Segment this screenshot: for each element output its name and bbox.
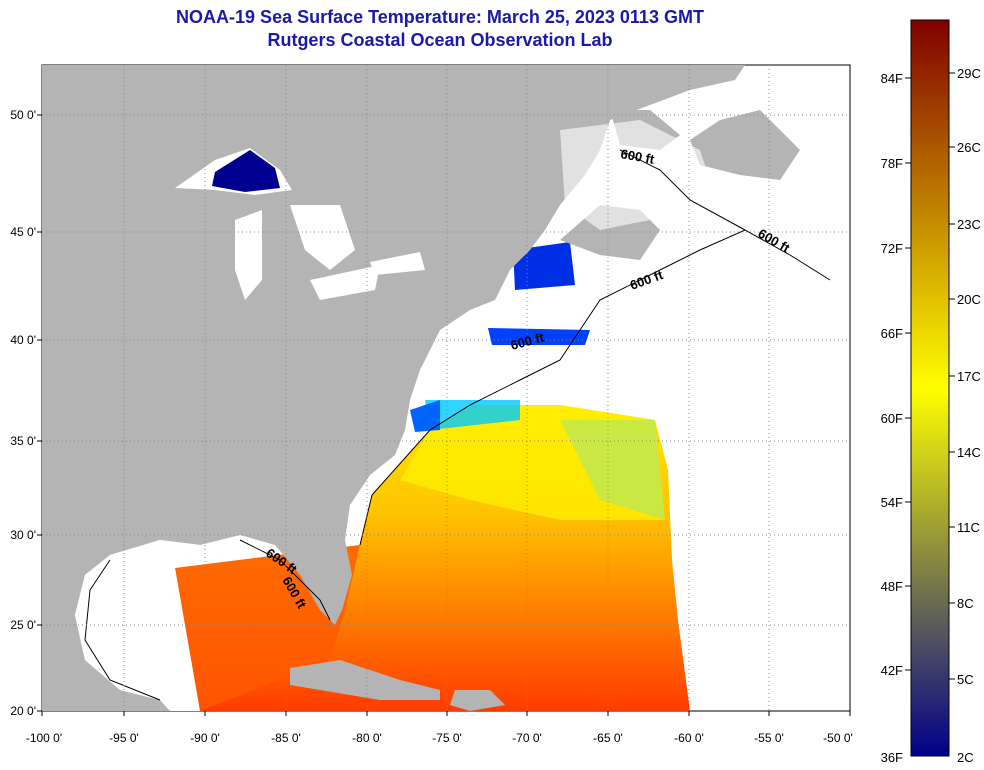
colorbar-f-label: 66F bbox=[881, 326, 903, 341]
lon-tick-label: -60 0' bbox=[674, 731, 704, 745]
shelf-no-data bbox=[560, 120, 720, 230]
colorbar-f-label: 54F bbox=[881, 495, 903, 510]
colorbar-f-label: 42F bbox=[881, 663, 903, 678]
lon-tick-labels: -100 0' -95 0' -90 0' -85 0' -80 0' -75 … bbox=[26, 731, 853, 745]
lon-tick-label: -85 0' bbox=[271, 731, 301, 745]
lat-tick-label: 25 0' bbox=[10, 618, 36, 632]
lat-tick-label: 50 0' bbox=[10, 108, 36, 122]
colorbar-fahrenheit-labels: 84F 78F 72F 66F 60F 54F 48F 42F 36F bbox=[881, 71, 903, 765]
contour-label: 600 ft bbox=[619, 146, 656, 167]
lat-tick-label: 45 0' bbox=[10, 225, 36, 239]
colorbar-c-label: 11C bbox=[957, 520, 980, 535]
colorbar-celsius-labels: 29C 26C 23C 20C 17C 14C 11C 8C 5C 2C bbox=[957, 66, 981, 765]
lat-tick-label: 30 0' bbox=[10, 528, 36, 542]
sst-swath bbox=[175, 242, 690, 711]
lat-tick-label: 20 0' bbox=[10, 704, 36, 718]
colorbar-c-label: 29C bbox=[957, 66, 981, 81]
lat-tick-labels: 50 0' 45 0' 40 0' 35 0' 30 0' 25 0' 20 0… bbox=[10, 108, 36, 718]
axis-ticks bbox=[37, 114, 851, 716]
colorbar-c-label: 8C bbox=[957, 596, 974, 611]
lon-tick-label: -95 0' bbox=[109, 731, 139, 745]
lat-tick-label: 35 0' bbox=[10, 434, 36, 448]
graticule bbox=[42, 65, 850, 711]
colorbar-f-label: 36F bbox=[881, 750, 903, 765]
colorbar-f-label: 78F bbox=[881, 156, 903, 171]
depth-contours bbox=[84, 149, 831, 701]
lon-tick-label: -100 0' bbox=[26, 731, 62, 745]
colorbar-c-label: 14C bbox=[957, 445, 981, 460]
colorbar-f-label: 84F bbox=[881, 71, 903, 86]
colorbar-f-label: 60F bbox=[881, 411, 903, 426]
map-title: NOAA-19 Sea Surface Temperature: March 2… bbox=[176, 7, 704, 27]
great-lakes bbox=[175, 148, 425, 300]
colorbar bbox=[910, 19, 950, 757]
lon-tick-label: -65 0' bbox=[593, 731, 623, 745]
colorbar-f-label: 48F bbox=[881, 579, 903, 594]
lon-tick-label: -55 0' bbox=[754, 731, 784, 745]
colorbar-c-label: 20C bbox=[957, 292, 981, 307]
colorbar-c-label: 5C bbox=[957, 672, 974, 687]
lon-tick-label: -90 0' bbox=[190, 731, 220, 745]
colorbar-c-label: 26C bbox=[957, 140, 981, 155]
colorbar-c-label: 23C bbox=[957, 217, 981, 232]
gulf-no-data bbox=[75, 540, 200, 711]
lon-tick-label: -50 0' bbox=[823, 731, 853, 745]
colorbar-f-label: 72F bbox=[881, 241, 903, 256]
colorbar-c-label: 17C bbox=[957, 369, 981, 384]
lon-tick-label: -80 0' bbox=[352, 731, 382, 745]
colorbar-ticks bbox=[905, 72, 955, 680]
map-subtitle: Rutgers Coastal Ocean Observation Lab bbox=[267, 30, 613, 50]
lon-tick-label: -70 0' bbox=[512, 731, 542, 745]
lat-tick-label: 40 0' bbox=[10, 333, 36, 347]
colorbar-c-label: 2C bbox=[957, 750, 974, 765]
lon-tick-label: -75 0' bbox=[432, 731, 462, 745]
